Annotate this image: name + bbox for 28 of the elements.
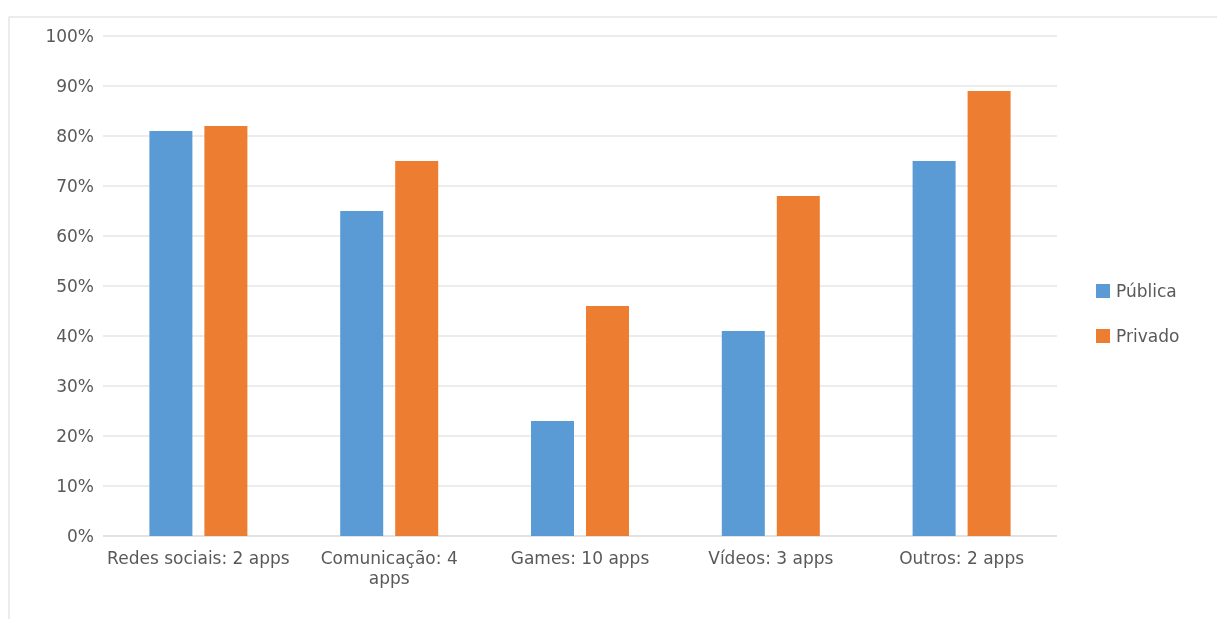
y-tick-label: 70% bbox=[56, 175, 94, 196]
bar bbox=[721, 331, 765, 536]
bar bbox=[912, 161, 956, 536]
legend-label: Privado bbox=[1116, 326, 1180, 346]
bar bbox=[204, 126, 248, 536]
bar bbox=[531, 421, 574, 536]
x-tick-label: Vídeos: 3 apps bbox=[708, 548, 834, 569]
y-tick-label: 40% bbox=[56, 325, 94, 346]
y-tick-label: 30% bbox=[56, 375, 94, 396]
y-tick-label: 10% bbox=[56, 475, 94, 496]
y-tick-label: 90% bbox=[56, 75, 94, 96]
bar bbox=[586, 306, 629, 536]
bar bbox=[776, 196, 820, 536]
y-tick-label: 0% bbox=[67, 525, 94, 546]
y-tick-label: 60% bbox=[56, 225, 94, 246]
y-tick-label: 20% bbox=[56, 425, 94, 446]
x-tick-label: Outros: 2 apps bbox=[899, 548, 1025, 569]
bar bbox=[340, 211, 384, 536]
bar bbox=[395, 161, 439, 536]
y-tick-label: 80% bbox=[56, 125, 94, 146]
legend-label: Pública bbox=[1116, 281, 1177, 301]
x-tick-label: Games: 10 apps bbox=[510, 548, 650, 569]
bar bbox=[967, 91, 1011, 536]
x-tick-label: Comunicação: 4 apps bbox=[320, 548, 458, 589]
bar bbox=[149, 131, 193, 536]
x-tick-label: Redes sociais: 2 apps bbox=[107, 548, 290, 569]
y-tick-label: 100% bbox=[45, 25, 94, 46]
y-tick-label: 50% bbox=[56, 275, 94, 296]
